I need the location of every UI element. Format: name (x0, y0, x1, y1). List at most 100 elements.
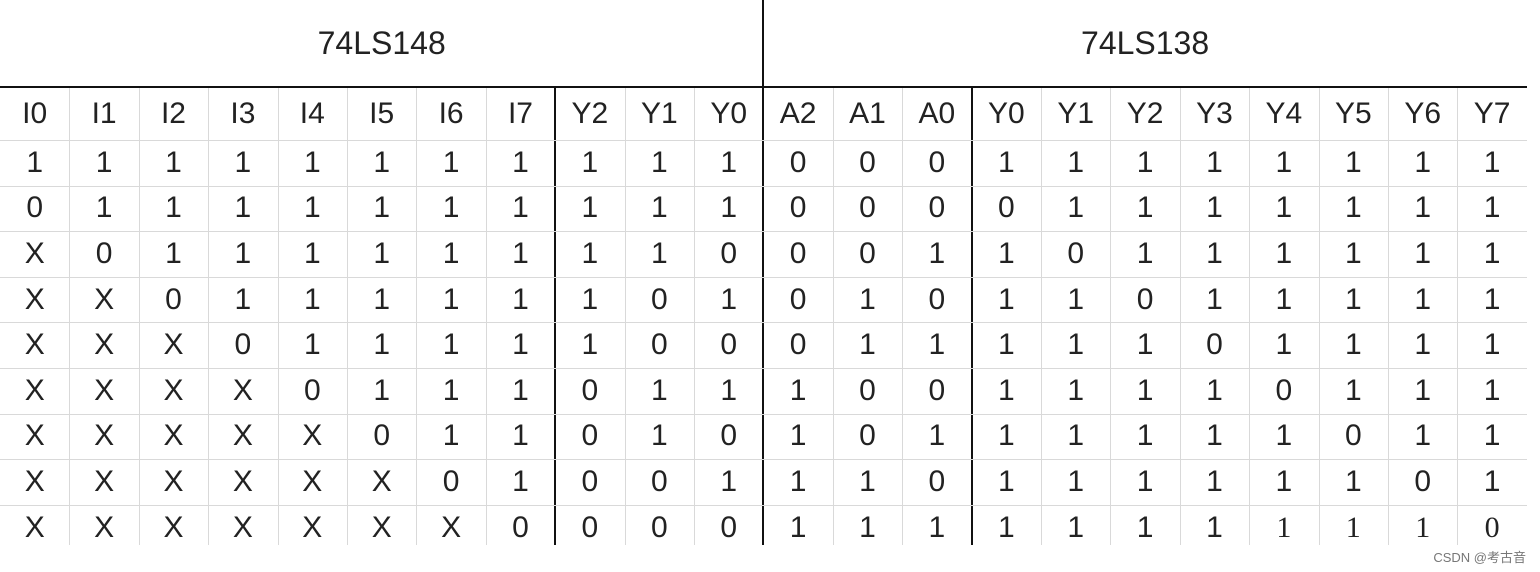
table-cell: 1 (512, 236, 529, 270)
table-cell: 0 (234, 328, 252, 362)
grid-line (0, 413, 1527, 415)
table-cell: 1 (303, 236, 321, 270)
grid-line (694, 87, 695, 545)
table-cell: 0 (928, 373, 946, 407)
table-cell: X (94, 419, 115, 453)
table-cell: 1 (442, 373, 460, 407)
table-cell: 0 (720, 510, 738, 544)
grid-line (1179, 87, 1181, 545)
grid-line (1249, 87, 1251, 545)
table-cell: 1 (581, 145, 599, 179)
grid-line (0, 322, 1527, 324)
grid-line (902, 87, 904, 545)
table-cell: 0 (581, 419, 599, 453)
table-cell: 1 (303, 191, 321, 225)
table-cell: 1 (1344, 145, 1362, 179)
table-cell: 0 (1344, 419, 1362, 453)
table-cell: 1 (1344, 328, 1362, 362)
table-cell: 1 (997, 236, 1015, 270)
table-cell: 0 (373, 419, 391, 453)
grid-line (0, 276, 1527, 278)
table-cell: 0 (581, 373, 599, 407)
grid-line (208, 87, 210, 545)
column-header: Y7 (1473, 96, 1511, 130)
table-cell: 1 (1414, 282, 1432, 316)
table-cell: 1 (1345, 510, 1361, 544)
table-cell: 1 (1067, 282, 1085, 316)
table-cell: 1 (1136, 373, 1154, 407)
table-cell: 1 (1414, 191, 1432, 225)
table-cell: 1 (512, 373, 529, 407)
table-cell: 0 (720, 236, 738, 270)
table-cell: 1 (442, 191, 460, 225)
table-cell: 1 (373, 282, 391, 316)
column-header: Y3 (1196, 96, 1233, 130)
table-cell: X (24, 419, 45, 453)
table-cell: X (24, 236, 45, 270)
table-cell: 0 (650, 510, 668, 544)
table-cell: 1 (303, 282, 321, 316)
table-cell: 1 (1275, 236, 1293, 270)
table-cell: 1 (95, 191, 113, 225)
table-cell: 1 (1206, 191, 1223, 225)
table-cell: 1 (1136, 510, 1154, 544)
table-cell: 1 (1483, 464, 1501, 498)
table-cell: 1 (1206, 419, 1223, 453)
table-cell: X (24, 282, 45, 316)
table-cell: X (441, 510, 462, 544)
table-cell: 1 (997, 510, 1015, 544)
table-cell: 1 (1483, 328, 1501, 362)
grid-line (1110, 87, 1112, 545)
grid-line (832, 87, 834, 545)
table-cell: 0 (95, 236, 113, 270)
table-cell: 1 (928, 328, 946, 362)
table-cell: 1 (928, 510, 946, 544)
table-cell: 1 (512, 328, 529, 362)
table-cell: 1 (789, 419, 807, 453)
table-cell: 1 (1414, 236, 1432, 270)
grid-line (0, 231, 1527, 233)
table-cell: 1 (512, 464, 529, 498)
table-cell: X (163, 373, 184, 407)
table-cell: 0 (928, 464, 946, 498)
table-cell: X (232, 419, 253, 453)
table-cell: 0 (789, 282, 807, 316)
grid-line (0, 140, 1527, 141)
table-cell: X (94, 373, 115, 407)
column-header: Y2 (1126, 96, 1164, 130)
table-cell: X (94, 510, 115, 544)
table-cell: X (302, 419, 323, 453)
table-cell: X (24, 464, 45, 498)
grid-line (485, 87, 487, 545)
table-cell: 0 (859, 191, 876, 225)
table-cell: 1 (234, 236, 252, 270)
table-cell: 1 (720, 191, 738, 225)
table-cell: 1 (928, 236, 946, 270)
column-header: Y6 (1404, 96, 1442, 130)
table-cell: 0 (1136, 282, 1154, 316)
table-cell: 1 (1136, 236, 1154, 270)
table-cell: 1 (373, 373, 391, 407)
table-cell: 1 (859, 282, 876, 316)
table-cell: 1 (1414, 328, 1432, 362)
table-cell: X (302, 510, 323, 544)
table-cell: 1 (373, 328, 391, 362)
table-cell: 0 (1484, 510, 1500, 544)
table-cell: 1 (859, 328, 876, 362)
column-header: I5 (369, 96, 395, 130)
table-cell: 1 (373, 236, 391, 270)
column-header: Y1 (640, 96, 678, 130)
column-header: A1 (849, 96, 886, 130)
table-cell: 1 (165, 236, 182, 270)
table-cell: 1 (1067, 373, 1085, 407)
table-cell: 1 (1275, 145, 1293, 179)
section-divider (554, 87, 557, 545)
table-cell: 0 (720, 419, 738, 453)
table-cell: 1 (512, 191, 529, 225)
grid-line (1388, 87, 1389, 545)
table-cell: 1 (1275, 191, 1293, 225)
grid-line (416, 87, 418, 545)
table-cell: 1 (1275, 464, 1293, 498)
table-cell: 1 (997, 373, 1015, 407)
table-cell: 0 (650, 282, 668, 316)
